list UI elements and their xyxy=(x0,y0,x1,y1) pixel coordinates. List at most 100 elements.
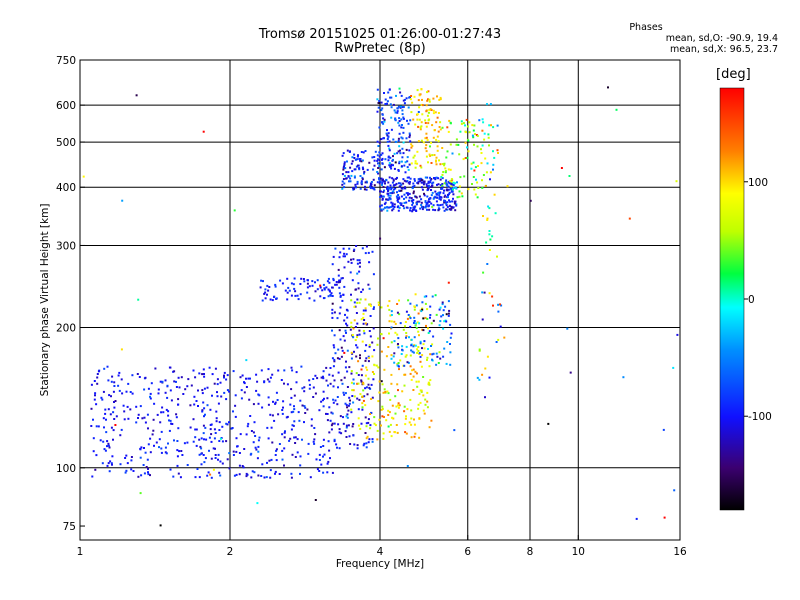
data-point xyxy=(345,360,347,363)
data-point xyxy=(358,398,361,401)
data-point xyxy=(473,143,475,146)
data-point xyxy=(436,196,439,199)
data-point xyxy=(267,403,270,406)
data-point xyxy=(378,159,381,162)
data-point xyxy=(628,217,631,220)
data-point xyxy=(218,440,221,442)
data-point xyxy=(350,293,352,296)
data-point xyxy=(354,326,357,328)
data-point xyxy=(383,92,385,94)
data-point xyxy=(325,379,328,382)
data-point xyxy=(283,447,286,450)
data-point xyxy=(209,408,212,411)
data-point xyxy=(408,182,411,185)
data-point xyxy=(446,189,449,192)
data-point xyxy=(416,321,419,324)
data-point xyxy=(396,303,399,305)
data-point xyxy=(309,476,312,479)
data-point xyxy=(413,179,416,182)
data-point xyxy=(399,106,402,109)
data-point xyxy=(364,416,367,419)
data-point xyxy=(351,170,354,173)
data-point xyxy=(417,350,420,352)
data-point xyxy=(358,265,361,268)
data-point xyxy=(130,459,133,462)
data-point xyxy=(425,144,428,147)
data-point xyxy=(359,298,362,301)
data-point xyxy=(404,321,407,323)
data-point xyxy=(569,371,572,374)
data-point xyxy=(364,374,367,377)
data-point xyxy=(308,383,311,386)
data-point xyxy=(466,146,468,149)
data-point xyxy=(318,470,321,472)
data-point xyxy=(388,332,390,335)
data-point xyxy=(393,109,396,112)
data-point xyxy=(367,251,370,254)
data-point xyxy=(380,194,383,197)
data-point xyxy=(349,328,352,331)
data-point xyxy=(437,177,440,180)
data-point xyxy=(438,194,441,197)
data-point xyxy=(373,159,376,162)
data-point xyxy=(312,386,315,389)
data-point xyxy=(337,268,340,271)
data-point xyxy=(356,259,359,262)
data-point xyxy=(387,135,390,138)
data-point xyxy=(442,355,445,358)
data-point xyxy=(425,203,428,206)
data-point xyxy=(415,380,418,383)
data-point xyxy=(408,196,411,199)
data-point xyxy=(391,181,394,184)
data-point xyxy=(354,305,357,308)
data-point xyxy=(476,145,479,148)
data-point xyxy=(353,395,356,398)
data-point xyxy=(445,208,448,211)
data-point xyxy=(346,413,349,416)
data-point xyxy=(284,430,286,433)
data-point xyxy=(403,197,405,200)
data-point xyxy=(418,352,421,355)
data-point xyxy=(193,403,196,406)
data-point xyxy=(397,209,400,212)
data-point xyxy=(247,422,250,425)
data-point xyxy=(390,320,393,323)
data-point xyxy=(326,471,329,474)
data-point xyxy=(350,174,353,177)
data-point xyxy=(94,392,97,395)
data-point xyxy=(109,460,112,463)
data-point xyxy=(145,466,148,468)
data-point xyxy=(232,410,234,413)
data-point xyxy=(410,197,413,200)
data-point xyxy=(204,413,206,416)
data-point xyxy=(450,187,453,190)
data-point xyxy=(443,164,446,167)
data-point xyxy=(393,320,396,323)
data-point xyxy=(223,371,226,374)
data-point xyxy=(486,103,488,106)
data-point xyxy=(445,320,448,323)
data-point xyxy=(306,279,309,282)
data-point xyxy=(374,424,377,427)
data-point xyxy=(350,325,353,328)
data-point xyxy=(414,195,417,198)
data-point xyxy=(106,445,108,448)
data-point xyxy=(381,162,384,165)
data-point xyxy=(119,434,122,437)
data-point xyxy=(363,319,366,321)
data-point xyxy=(290,472,293,475)
data-point xyxy=(449,336,452,339)
data-point xyxy=(404,355,407,358)
data-point xyxy=(395,182,398,185)
data-point xyxy=(408,96,411,99)
data-point xyxy=(413,184,416,187)
data-point xyxy=(364,298,367,301)
data-point xyxy=(344,167,347,170)
data-point xyxy=(411,369,414,372)
data-point xyxy=(353,176,356,179)
data-point xyxy=(456,181,458,184)
data-point xyxy=(367,421,370,424)
data-point xyxy=(375,364,378,367)
data-point xyxy=(483,291,486,294)
data-point xyxy=(444,194,447,197)
